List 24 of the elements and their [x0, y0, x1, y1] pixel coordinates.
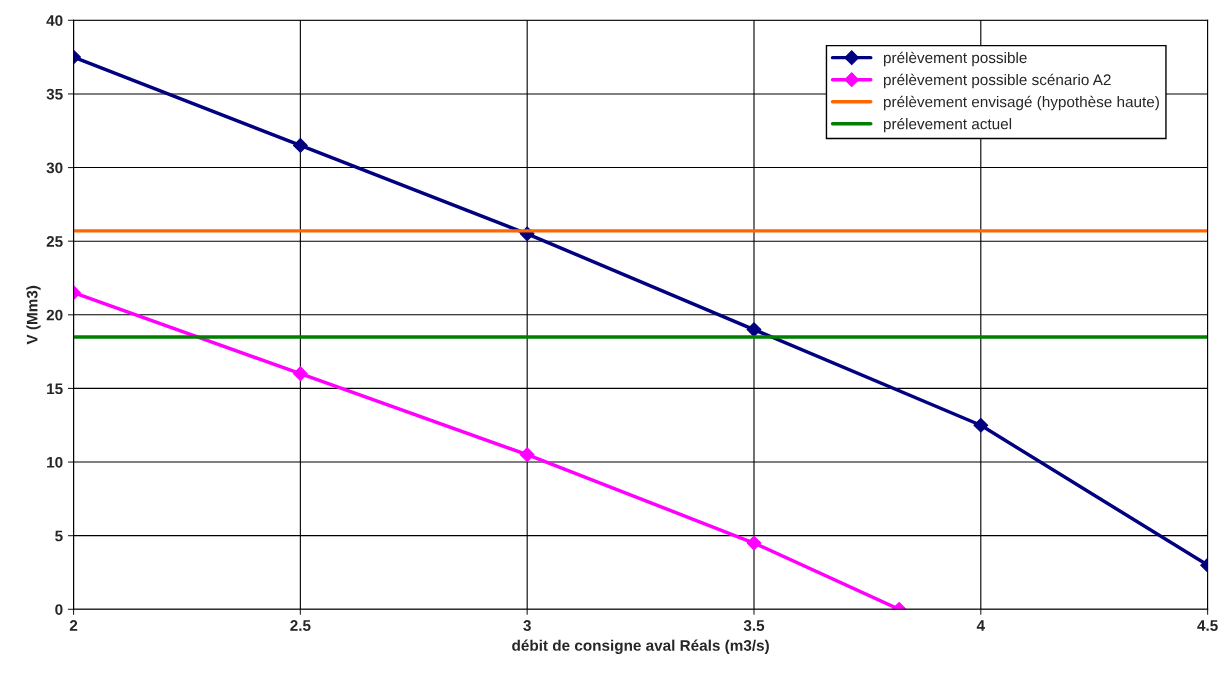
legend-label: prélèvement possible: [883, 51, 1027, 67]
x-axis-title: débit de consigne aval Réals (m3/s): [512, 639, 769, 654]
y-tick-label: 15: [47, 383, 63, 395]
point: [746, 322, 762, 337]
point: [519, 447, 535, 463]
y-tick-label: 10: [47, 456, 63, 468]
y-tick-label: 0: [55, 604, 63, 615]
x-tick-label: 4: [976, 620, 985, 631]
legend-label: prélèvement envisagé (hypothèse haute): [883, 95, 1159, 111]
x-tick-label: 4.5: [1197, 620, 1218, 631]
legend-label: prélèvement possible scénario A2: [883, 73, 1111, 89]
y-tick-label: 40: [46, 15, 63, 26]
y-tick-label: 30: [46, 162, 63, 174]
y-tick-label: 20: [46, 309, 63, 321]
y-tick-label: 25: [46, 236, 63, 247]
y-tick-label: 5: [55, 530, 63, 542]
x-tick-label: 3: [523, 620, 531, 631]
x-tick-label: 3.5: [743, 620, 765, 631]
legend-label: prélevement actuel: [883, 117, 1012, 133]
point: [746, 535, 762, 551]
y-tick-label: 35: [46, 88, 63, 100]
y-axis-title: V (Mm3): [26, 285, 41, 345]
x-tick-label: 2.5: [290, 620, 311, 631]
x-tick-label: 2: [69, 620, 78, 631]
